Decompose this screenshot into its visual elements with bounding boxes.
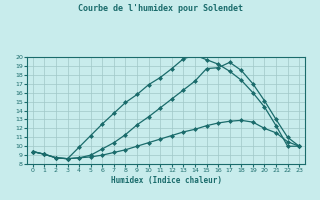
Text: Courbe de l'humidex pour Solendet: Courbe de l'humidex pour Solendet <box>77 4 243 13</box>
X-axis label: Humidex (Indice chaleur): Humidex (Indice chaleur) <box>110 176 221 185</box>
